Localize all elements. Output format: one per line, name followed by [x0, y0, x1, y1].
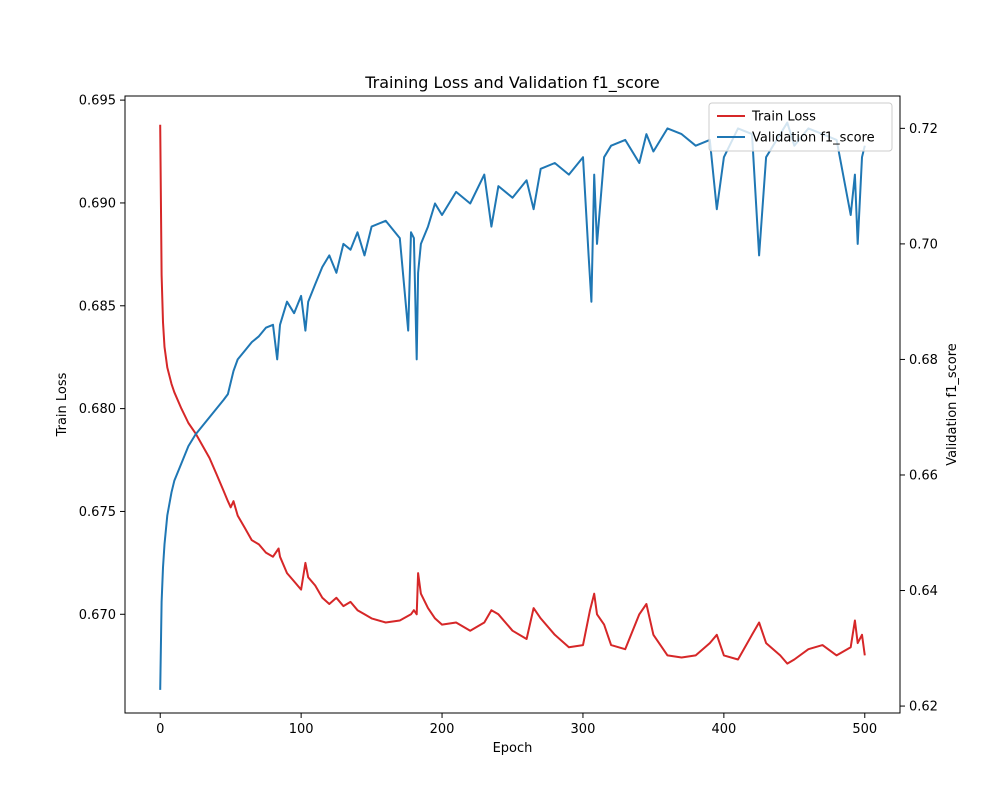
y-left-tick-label: 0.670 [79, 608, 116, 623]
y-left-tick-label: 0.685 [79, 299, 116, 314]
series-line-validation-f1 [159, 121, 866, 690]
x-tick-label: 400 [711, 722, 736, 737]
plot-frame [124, 95, 901, 714]
x-tick-label: 0 [156, 722, 164, 737]
series-line-train-loss [159, 124, 866, 665]
y-right-tick-label: 0.62 [909, 700, 938, 715]
x-tick-label: 100 [289, 722, 314, 737]
y-left-tick-label: 0.675 [79, 505, 116, 520]
legend-entry: Validation f1_score [752, 131, 875, 146]
legend-box [708, 102, 893, 152]
y-axis-left-label: Train Loss [55, 372, 70, 437]
legend-entry: Train Loss [751, 110, 816, 125]
y-right-tick-label: 0.64 [909, 584, 938, 599]
y-left-tick-label: 0.695 [79, 94, 116, 109]
y-right-tick-label: 0.70 [909, 237, 938, 252]
chart-title: Training Loss and Validation f1_score [364, 73, 659, 93]
x-axis-label: Epoch [493, 741, 533, 756]
y-left-tick-label: 0.690 [79, 196, 116, 211]
y-axis-right-label: Validation f1_score [945, 343, 960, 466]
y-right-tick-label: 0.66 [909, 468, 938, 483]
y-right-tick-label: 0.68 [909, 353, 938, 368]
x-tick-label: 300 [571, 722, 596, 737]
y-left-tick-label: 0.680 [79, 402, 116, 417]
legend: Train Loss Validation f1_score [708, 102, 893, 152]
y-right-tick-label: 0.72 [909, 122, 938, 137]
plot-area [159, 121, 866, 690]
x-tick-label: 500 [852, 722, 877, 737]
x-tick-label: 200 [430, 722, 455, 737]
axes: 0 100 200 300 400 500 0.670 0.675 0.680 0.685 0.69… [79, 94, 938, 737]
